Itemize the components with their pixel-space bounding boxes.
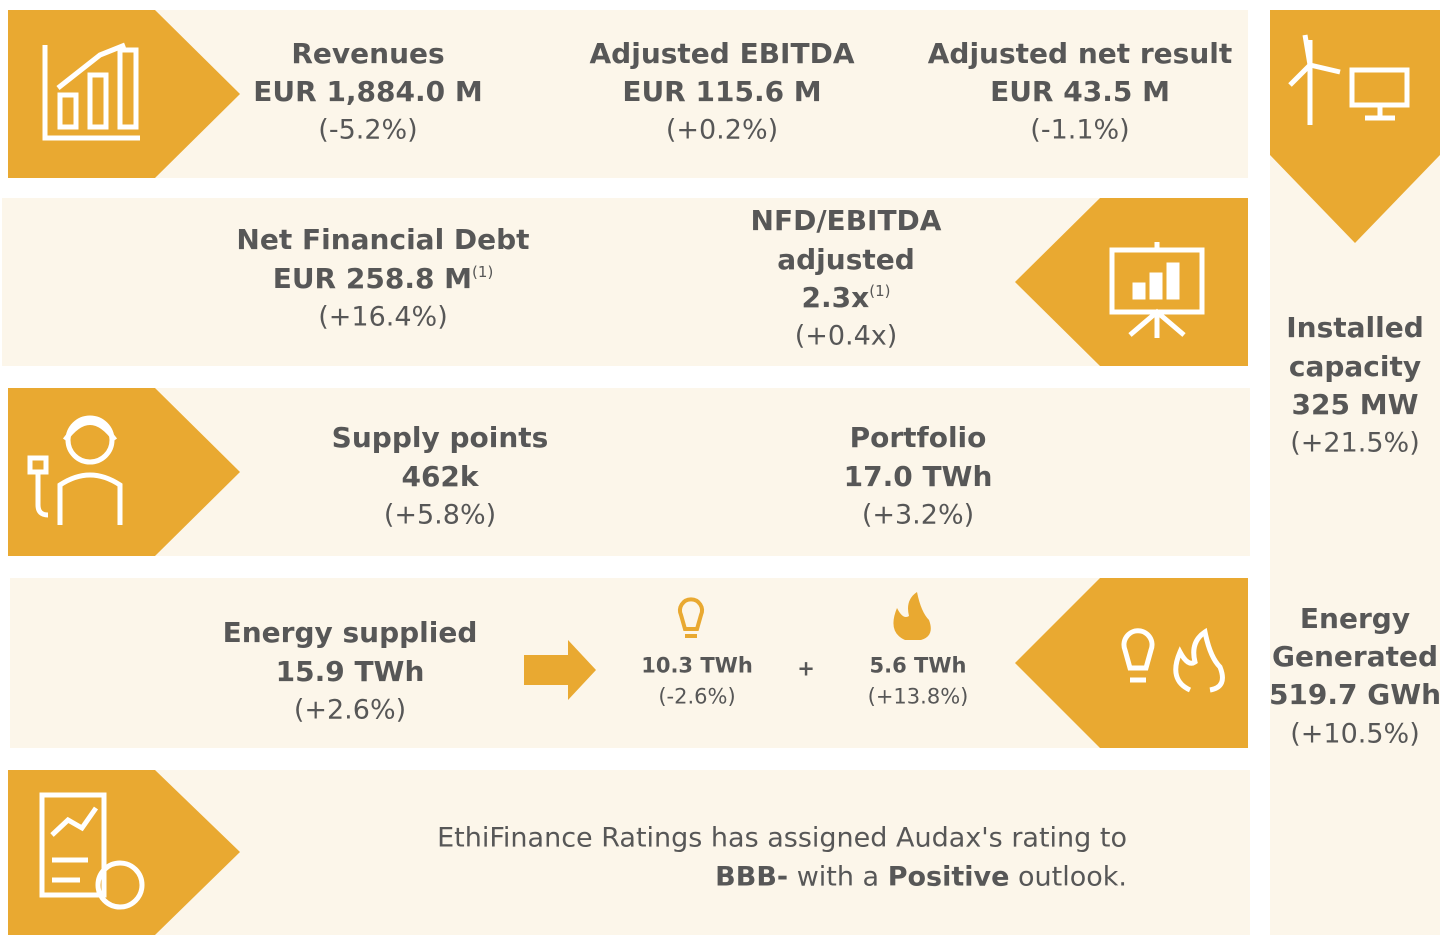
supply-value: 462k (401, 460, 479, 493)
plus: + (797, 656, 815, 681)
kpi-value: EUR 43.5 M (990, 75, 1170, 108)
capacity-label: capacity (1288, 350, 1422, 383)
debt-change: (+16.4%) (318, 301, 448, 333)
split-value: 10.3 TWh (641, 653, 753, 678)
generated-label: Generated (1271, 640, 1439, 673)
kpi-value: EUR 1,884.0 M (253, 75, 483, 108)
debt-title: Net Financial Debt (236, 223, 530, 256)
ratio-title: NFD/EBITDA (750, 204, 942, 237)
rating-text: outlook. (1009, 861, 1127, 893)
supply-change: (+5.8%) (383, 499, 497, 531)
kpi-title: Adjusted EBITDA (589, 37, 855, 70)
ratio-value: 2.3x (801, 281, 870, 314)
kpi-value: EUR 115.6 M (622, 75, 822, 108)
portfolio-value: 17.0 TWh (843, 460, 993, 493)
kpi-title: Adjusted net result (927, 37, 1233, 70)
kpi-change: (-1.1%) (1030, 114, 1130, 146)
ratio-title: adjusted (777, 243, 915, 276)
energy-change: (+2.6%) (293, 694, 407, 726)
energy-title: Energy supplied (222, 616, 478, 649)
ratio-change: (+0.4x) (794, 320, 898, 352)
rating-line: BBB- with a Positive outlook. (715, 862, 1127, 893)
debt-value: EUR 258.8 M (272, 262, 473, 295)
rating-outlook: Positive (887, 861, 1010, 893)
ratio-value-line: 2.3x(1) (802, 284, 891, 312)
generated-change: (+10.5%) (1290, 718, 1420, 750)
split-change: (-2.6%) (658, 684, 736, 709)
rating-grade: BBB- (715, 861, 789, 893)
supply-title: Supply points (331, 421, 549, 454)
ratio-note: (1) (869, 282, 891, 300)
kpi-title: Revenues (291, 37, 445, 70)
portfolio-change: (+3.2%) (861, 499, 975, 531)
rating-text: with a (788, 861, 888, 893)
kpi-change: (+0.2%) (665, 114, 779, 146)
generated-value: 519.7 GWh (1268, 678, 1442, 711)
debt-value-line: EUR 258.8 M(1) (273, 265, 494, 293)
split-change: (+13.8%) (867, 684, 969, 709)
rating-line: EthiFinance Ratings has assigned Audax's… (437, 822, 1127, 854)
capacity-label: Installed (1286, 311, 1424, 344)
capacity-value: 325 MW (1291, 388, 1419, 421)
energy-value: 15.9 TWh (275, 655, 425, 688)
generated-label: Energy (1299, 602, 1411, 635)
kpi-change: (-5.2%) (318, 114, 418, 146)
capacity-change: (+21.5%) (1290, 427, 1420, 459)
debt-note: (1) (472, 263, 494, 281)
split-value: 5.6 TWh (869, 653, 967, 678)
portfolio-title: Portfolio (849, 421, 987, 454)
